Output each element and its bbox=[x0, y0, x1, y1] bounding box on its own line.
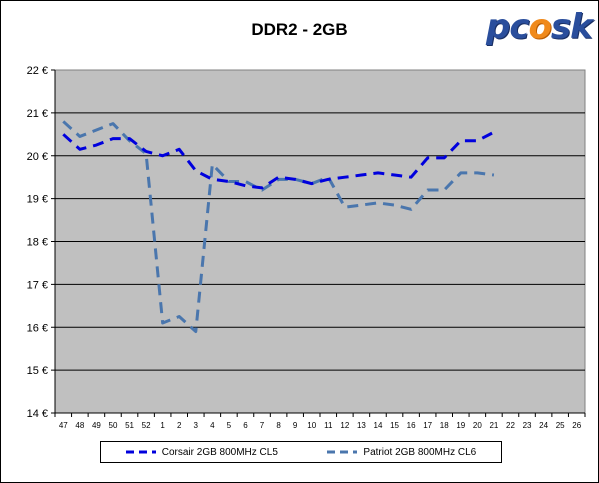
y-tick-label: 19 € bbox=[27, 194, 48, 206]
legend-label-patriot: Patriot 2GB 800MHz CL6 bbox=[363, 446, 477, 458]
y-tick-label: 20 € bbox=[27, 151, 48, 163]
x-tick-label: 50 bbox=[109, 421, 118, 430]
x-tick-label: 47 bbox=[59, 421, 68, 430]
x-tick-label: 15 bbox=[390, 421, 399, 430]
logo-flame-icon: o bbox=[528, 7, 552, 47]
legend-label-corsair: Corsair 2GB 800MHz CL5 bbox=[161, 446, 278, 458]
y-tick-label: 18 € bbox=[27, 237, 48, 249]
x-tick-label: 7 bbox=[260, 421, 265, 430]
x-tick-label: 3 bbox=[194, 421, 199, 430]
series-line-patriot bbox=[62, 120, 495, 334]
x-tick-label: 11 bbox=[324, 421, 333, 430]
x-tick-label: 4 bbox=[210, 421, 215, 430]
y-tick-label: 17 € bbox=[27, 279, 48, 291]
x-tick-label: 2 bbox=[177, 421, 182, 430]
x-tick-label: 12 bbox=[340, 421, 349, 430]
x-tick-label: 5 bbox=[227, 421, 232, 430]
x-tick-label: 24 bbox=[539, 421, 548, 430]
y-tick-label: 22 € bbox=[27, 65, 48, 77]
x-tick-label: 52 bbox=[142, 421, 151, 430]
logo-text-right: sk bbox=[550, 7, 593, 47]
x-tick-label: 51 bbox=[125, 421, 134, 430]
x-tick-label: 1 bbox=[160, 421, 165, 430]
x-tick-label: 48 bbox=[75, 421, 84, 430]
x-tick-label: 25 bbox=[556, 421, 565, 430]
x-tick-label: 23 bbox=[523, 421, 532, 430]
series-line-corsair bbox=[62, 130, 495, 190]
legend-swatch-corsair bbox=[125, 450, 156, 454]
x-tick-label: 6 bbox=[243, 421, 248, 430]
x-tick-label: 26 bbox=[572, 421, 581, 430]
x-tick-label: 18 bbox=[440, 421, 449, 430]
x-tick-label: 22 bbox=[506, 421, 515, 430]
x-tick-label: 9 bbox=[293, 421, 298, 430]
x-tick-label: 14 bbox=[374, 421, 383, 430]
chart-legend: Corsair 2GB 800MHz CL5 Patriot 2GB 800MH… bbox=[100, 441, 502, 463]
legend-swatch-patriot bbox=[327, 450, 358, 454]
x-tick-label: 8 bbox=[276, 421, 281, 430]
pcworld-logo: pcosk bbox=[486, 7, 593, 47]
x-tick-label: 49 bbox=[92, 421, 101, 430]
x-tick-label: 10 bbox=[307, 421, 316, 430]
x-tick-label: 19 bbox=[456, 421, 465, 430]
y-tick-label: 21 € bbox=[27, 108, 48, 120]
x-tick-label: 17 bbox=[423, 421, 432, 430]
x-tick-label: 13 bbox=[357, 421, 366, 430]
chart-title: DDR2 - 2GB bbox=[251, 20, 348, 39]
logo-text-left: pc bbox=[486, 7, 529, 47]
x-tick-label: 21 bbox=[489, 421, 498, 430]
x-tick-label: 20 bbox=[473, 421, 482, 430]
x-tick-label: 16 bbox=[407, 421, 416, 430]
y-tick-label: 16 € bbox=[27, 322, 48, 334]
legend-item-patriot: Patriot 2GB 800MHz CL6 bbox=[327, 447, 476, 458]
y-tick-label: 14 € bbox=[27, 408, 48, 420]
legend-item-corsair: Corsair 2GB 800MHz CL5 bbox=[125, 446, 278, 458]
y-tick-label: 15 € bbox=[27, 365, 48, 377]
